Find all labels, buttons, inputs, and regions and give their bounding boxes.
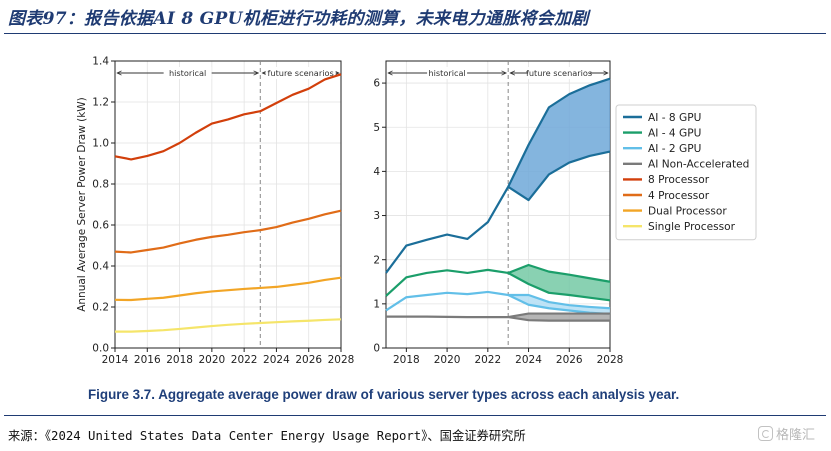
x-tick-label: 2022 [231,354,258,366]
series-line-ai-8-gpu [385,186,510,274]
source-note: 来源：《2024 United States Data Center Energ… [8,429,526,443]
left-chart: 2014 2016 2018 2020 2022 2024 2026 2028 0.0 0.2 0.… [76,56,354,366]
series-line-single-processor [115,318,342,333]
y-tick-label: 0.8 [92,179,109,191]
y-tick-label: 1.4 [92,56,109,68]
right-chart: 2018 2020 2022 2024 2026 2028 0 1 2 3 4 5 6 historica… [373,60,624,366]
series-line-4-processor [114,209,342,254]
future-label: future scenarios [526,68,592,78]
scenario-upper-ai-2-gpu [508,293,611,310]
historical-label: historical [428,68,465,78]
x-tick-label: 2028 [328,354,355,366]
y-tick-label: 0.6 [92,220,109,232]
y-tick-label: 2 [373,254,380,266]
scenario-band-ai-4-gpu [508,264,610,301]
legend-label: AI Non-Accelerated [648,159,749,171]
historical-label-bg [427,67,468,79]
y-tick-label: 4 [373,166,380,178]
footer-divider [4,415,826,416]
x-tick-label: 2020 [198,354,225,366]
legend-box [615,104,757,241]
historical-label-bg [163,67,212,79]
legend-label: AI - 4 GPU [648,127,701,139]
y-tick-label: 1.2 [92,97,109,109]
future-label-bg [528,67,591,79]
legend-label: AI - 8 GPU [648,112,701,124]
page-title: 图表97：报告依据AI 8 GPU机柜进行功耗的测算，未来电力通胀将会加剧 [8,9,589,29]
watermark-text: 格隆汇 [776,428,816,443]
y-axis-label: Annual Average Server Power Draw (kW) [76,97,88,312]
legend-label: AI - 2 GPU [648,143,701,155]
series-line-dual-processor [114,276,342,302]
y-tick-label: 0.4 [92,261,109,273]
scenario-band-ai-8-gpu [508,78,610,201]
x-tick-label: 2024 [263,354,290,366]
series-line-ai-2-gpu [385,290,509,312]
x-tick-label: 2018 [393,354,420,366]
watermark-logo-icon [758,426,773,441]
x-tick-label: 2026 [295,354,322,366]
x-tick-label: 2018 [166,354,193,366]
y-tick-label: 1 [373,298,380,310]
x-tick-label: 2022 [474,354,501,366]
series-line-ai-4-gpu [385,268,509,297]
y-tick-label: 0 [373,343,380,355]
y-tick-label: 0.0 [92,343,109,355]
plot-frame [114,60,342,349]
x-tick-label: 2024 [515,354,542,366]
x-tick-label: 2016 [134,354,161,366]
future-label: future scenarios [268,68,334,78]
chart-legend: AI - 8 GPU AI - 4 GPU AI - 2 GPU AI Non-Acc… [615,104,757,241]
scenario-upper-ai-4-gpu [507,263,611,283]
scenario-upper-ai-8-gpu [507,77,611,188]
y-tick-label: 0.2 [92,302,109,314]
x-tick-label: 2014 [102,354,129,366]
plot-frame [385,60,611,349]
legend-label: 4 Processor [648,190,710,202]
watermark: 格隆汇 [758,424,815,443]
y-tick-label: 5 [373,122,380,134]
y-tick-label: 6 [373,78,380,90]
scenario-band-ai-non-accelerated [508,313,610,321]
x-tick-label: 2026 [556,354,583,366]
x-tick-label: 2028 [597,354,624,366]
scenario-lower-ai-4-gpu [507,271,611,302]
x-tick-label: 2020 [434,354,461,366]
figure-caption: Figure 3.7. Aggregate average power draw… [88,387,680,402]
y-tick-label: 3 [373,210,380,222]
y-tick-label: 1.0 [92,138,109,150]
series-line-8-processor [114,73,342,161]
scenario-upper-ai-non-accelerated [507,312,610,319]
header-divider [4,33,826,34]
scenario-lower-ai-8-gpu [507,150,611,202]
scenario-lower-ai-non-accelerated [508,316,610,322]
legend-label: Dual Processor [648,205,727,217]
historical-label: historical [169,68,206,78]
legend-label: Single Processor [648,221,736,233]
future-label-bg [265,67,336,79]
legend-label: 8 Processor [648,174,710,186]
